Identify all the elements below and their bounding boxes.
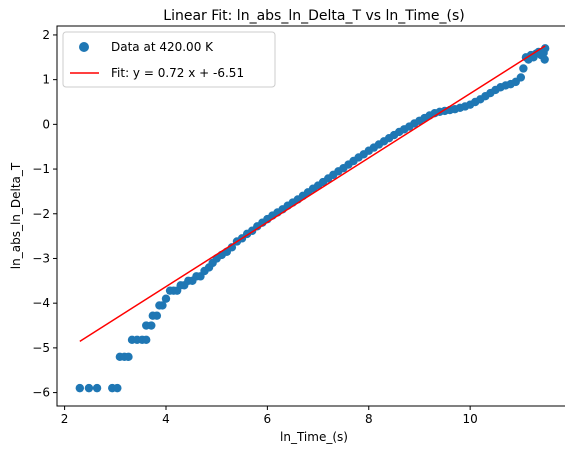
y-tick-label--1: −1 (32, 162, 50, 176)
x-tick-label-10: 10 (463, 412, 478, 426)
y-tick-label--6: −6 (32, 386, 50, 400)
legend: Data at 420.00 K Fit: y = 0.72 x + -6.51 (62, 31, 276, 88)
y-tick-label-2: 2 (42, 28, 50, 42)
data-point-1 (84, 383, 94, 393)
fit-line (79, 45, 546, 342)
x-axis-ticks: 2 4 6 8 10 (61, 406, 478, 426)
data-point-34 (227, 243, 237, 252)
data-point-4 (113, 383, 122, 393)
data-point-2 (92, 383, 102, 393)
legend-label-fit: Fit: y = 0.72 x + -6.51 (111, 66, 244, 80)
y-tick-label-1: 1 (42, 73, 50, 87)
x-tick-label-2: 2 (61, 412, 69, 426)
fit-line-layer (79, 45, 546, 342)
y-tick-label--2: −2 (32, 207, 50, 221)
y-axis-ticks: −6 −5 −4 −3 −2 −1 0 1 2 (32, 28, 57, 400)
y-tick-label--4: −4 (32, 296, 50, 310)
legend-marker-scatter (79, 42, 89, 52)
scatter-points (75, 44, 550, 393)
data-point-92 (519, 64, 528, 73)
data-point-18 (161, 294, 171, 303)
data-point-11 (142, 335, 151, 345)
y-tick-label-0: 0 (42, 117, 50, 131)
x-tick-label-8: 8 (365, 412, 373, 426)
x-axis-label: ln_Time_(s) (280, 430, 348, 444)
data-point-91 (516, 73, 526, 82)
x-tick-label-4: 4 (162, 412, 170, 426)
y-tick-label--3: −3 (32, 251, 50, 265)
data-point-13 (147, 321, 156, 330)
x-tick-label-6: 6 (264, 412, 272, 426)
y-axis-label: ln_abs_ln_Delta_T (9, 162, 23, 269)
data-point-0 (75, 383, 85, 393)
y-tick-label--5: −5 (32, 341, 50, 355)
data-point-7 (124, 352, 133, 362)
chart-title: Linear Fit: ln_abs_ln_Delta_T vs ln_Time… (163, 8, 464, 24)
legend-label-data: Data at 420.00 K (111, 40, 214, 54)
plot-area (56, 25, 565, 407)
data-point-102 (540, 44, 550, 53)
legend-box (62, 31, 276, 88)
data-point-101 (540, 55, 549, 64)
data-point-15 (152, 311, 162, 320)
data-point-17 (158, 301, 167, 310)
axes-border (56, 25, 565, 407)
